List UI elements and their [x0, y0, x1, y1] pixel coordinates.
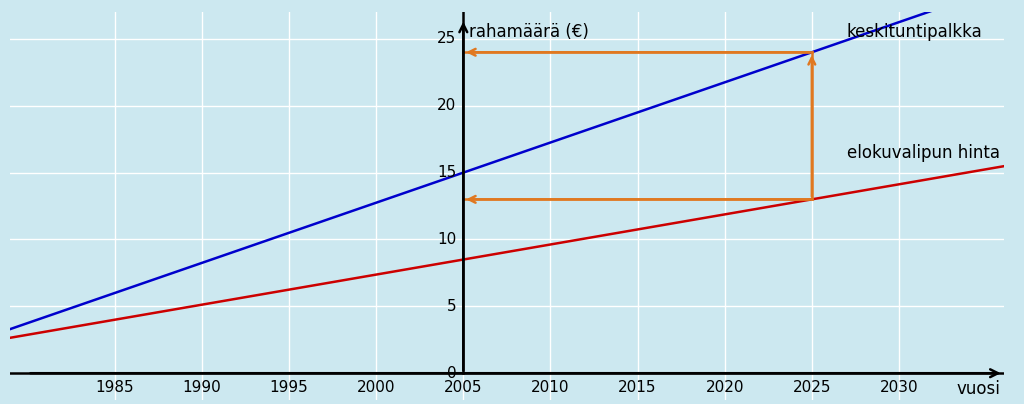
Text: 2005: 2005: [444, 380, 482, 395]
Text: 1990: 1990: [182, 380, 221, 395]
Text: 2015: 2015: [618, 380, 656, 395]
Text: 10: 10: [437, 232, 457, 247]
Text: 5: 5: [446, 299, 457, 314]
Text: 2025: 2025: [793, 380, 831, 395]
Text: 2010: 2010: [531, 380, 569, 395]
Text: 20: 20: [437, 98, 457, 113]
Text: 25: 25: [437, 32, 457, 46]
Text: 1995: 1995: [269, 380, 308, 395]
Text: 15: 15: [437, 165, 457, 180]
Text: elokuvalipun hinta: elokuvalipun hinta: [847, 143, 999, 162]
Text: rahamäärä (€): rahamäärä (€): [469, 23, 589, 41]
Text: 2030: 2030: [880, 380, 919, 395]
Text: 0: 0: [446, 366, 457, 381]
Text: vuosi: vuosi: [956, 380, 1000, 398]
Text: 1985: 1985: [95, 380, 134, 395]
Text: 2020: 2020: [706, 380, 744, 395]
Text: 2000: 2000: [357, 380, 395, 395]
Text: keskituntipalkka: keskituntipalkka: [847, 23, 982, 41]
